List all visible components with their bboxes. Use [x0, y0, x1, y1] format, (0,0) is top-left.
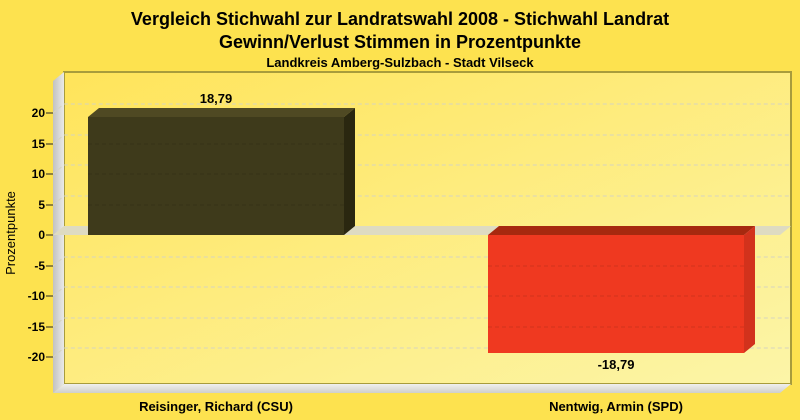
chart-subtitle: Landkreis Amberg-Sulzbach - Stadt Vilsec…: [266, 55, 534, 70]
bar-spd-side-face: [744, 226, 755, 353]
value-label-csu: 18,79: [200, 91, 233, 106]
y-tick-5: 5: [38, 198, 45, 212]
bar-spd-front-face: [488, 235, 744, 353]
y-tick-20: 20: [32, 106, 46, 120]
bar-spd-top-face: [488, 226, 755, 235]
y-tick-neg10: -10: [28, 289, 46, 303]
y-axis-title: Prozentpunkte: [3, 191, 18, 275]
bar-csu-side-face: [344, 108, 355, 235]
y-tick-15: 15: [32, 137, 46, 151]
bar-csu-front-face: [88, 117, 344, 235]
bar-csu-top-face: [88, 108, 355, 117]
x-label-csu: Reisinger, Richard (CSU): [139, 399, 293, 414]
plot-bottom-wall: [53, 384, 791, 393]
y-tick-0: 0: [38, 228, 45, 242]
bar-csu: [88, 108, 355, 235]
gridline-20: [52, 103, 789, 114]
gridline-5: [52, 195, 789, 206]
y-tick-10: 10: [32, 167, 46, 181]
bar-spd: [488, 226, 755, 353]
gridline-overlay-on-bars: [88, 143, 744, 328]
page-title-line2: Gewinn/Verlust Stimmen in Prozentpunkte: [218, 32, 582, 52]
value-label-spd: -18,79: [598, 357, 635, 372]
page-title-line1: Vergleich Stichwahl zur Landratswahl 200…: [130, 9, 670, 29]
x-label-spd: Nentwig, Armin (SPD): [549, 399, 683, 414]
y-tick-neg5: -5: [34, 259, 45, 273]
gridline-10: [52, 164, 789, 175]
y-axis-ticks: [46, 112, 53, 358]
y-tick-neg20: -20: [28, 350, 46, 364]
gridline-15: [52, 134, 789, 145]
y-tick-neg15: -15: [28, 320, 46, 334]
bar-spd-side-shade: [744, 226, 755, 353]
y-tick-labels: 20 15 10 5 0 -5 -10 -15 -20: [28, 106, 46, 364]
